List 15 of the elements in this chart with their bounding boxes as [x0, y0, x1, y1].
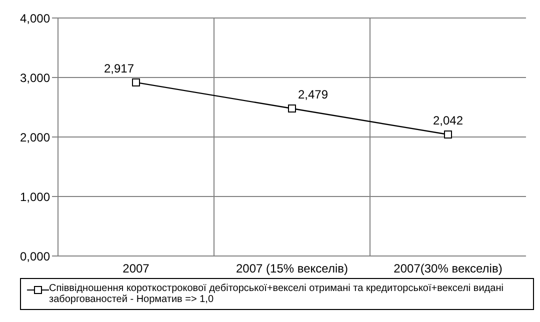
x-tick-label: 2007(30% векселів) [394, 262, 502, 276]
legend-label: Співвідношення короткострокової дебіторської+векселі отримані та кредиторської+векселі видані заборгованостей - Норматив => 1,0 [49, 283, 504, 305]
y-tick-label: 2,000 [20, 130, 50, 144]
point [444, 130, 452, 138]
data-label: 2,479 [298, 88, 328, 102]
x-tick-label: 2007 [122, 262, 150, 276]
point [132, 78, 140, 86]
data-label: 2,042 [432, 114, 464, 128]
y-tick-label: 1,000 [20, 190, 50, 204]
point [288, 104, 296, 112]
x-tick-label: 2007 (15% векселів) [236, 262, 348, 276]
y-tick-label: 4,000 [20, 11, 50, 26]
y-tick-label: 0,000 [20, 249, 50, 264]
y-tick-label: 3,000 [20, 70, 50, 85]
data-label: 2,917 [104, 61, 134, 76]
